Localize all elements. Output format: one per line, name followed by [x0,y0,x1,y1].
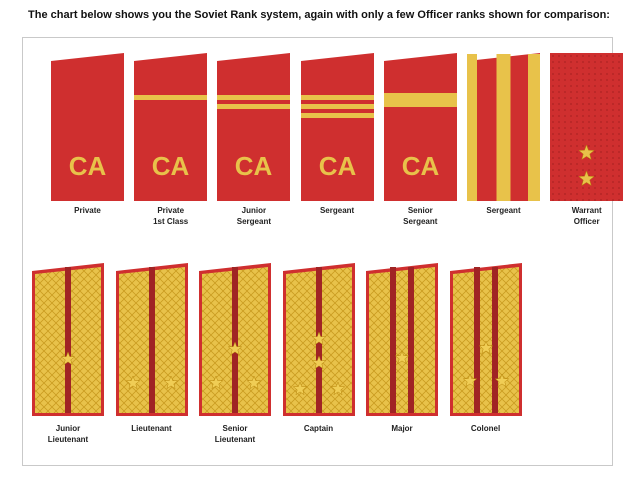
rank-stripe [217,104,291,109]
rank-star [578,144,595,161]
shoulder-board-senior-lieutenant [199,263,271,416]
rank-star [330,381,345,396]
rank-label: Lieutenant [110,423,194,434]
rank-star [394,350,410,365]
board-body [134,53,208,201]
rank-stripe [65,267,71,413]
badge-letters: CA [235,151,273,181]
board-body [383,53,457,201]
rank-star [246,375,262,390]
board-body [217,53,291,201]
rank-label-line2: Sergeant [236,217,271,226]
rank-star [311,331,326,346]
rank-label-line1: Junior [241,206,267,215]
badge-letters: CA [69,151,107,181]
rank-star [125,375,140,390]
board-body [369,267,435,413]
rank-label-line1: Warrant [571,206,602,215]
shoulder-board-private: CA [51,53,124,201]
rank-star [292,381,307,396]
board-body [51,53,124,201]
rank-label: Major [360,423,444,434]
shoulder-board-major [366,263,438,416]
shoulder-board-private: CA [134,53,208,201]
rank-label: Colonel [444,423,528,434]
rank-star [494,373,509,388]
rank-label-line1: Lieutenant [131,424,172,433]
rank-label: Captain [277,423,361,434]
rank-stripe [217,95,291,100]
rank-label: Senior Lieutenant [193,423,277,445]
shoulder-board-junior: CA [217,53,291,201]
rank-label-line1: Senior [222,424,248,433]
rank-label-line1: Senior [407,206,433,215]
rank-stripe-wide [383,93,457,107]
rank-stripe [232,267,238,413]
rank-label-line1: Sergeant [319,206,355,215]
badge-letters: CA [318,151,356,181]
shoulder-board-warrant [550,53,624,201]
rank-stripe [300,95,374,100]
chart-caption: The chart below shows you the Soviet Ran… [28,9,610,21]
rank-star [163,375,178,390]
shoulder-board-captain [282,263,355,416]
rank-label: Sergeant [295,205,380,216]
rank-label-line1: Colonel [470,424,501,433]
board-body [300,53,374,201]
rank-label: Junior Lieutenant [26,423,110,445]
rank-label-line1: Private [157,206,185,215]
rank-label: Private [45,205,130,216]
rank-label: Warrant Officer [544,205,629,227]
rank-star [578,170,595,187]
rank-star [208,375,224,390]
shoulder-board-sergeant [467,53,540,201]
rank-label-line1: Junior [55,424,81,433]
rank-stripe [148,267,155,413]
rank-stripe [390,267,396,413]
rank-star [311,355,326,370]
rank-label: Junior Sergeant [211,205,296,227]
rank-stripe [134,95,208,100]
board-body [452,267,519,413]
rank-label-line1: Private [74,206,101,215]
rank-stripe-long [467,54,477,201]
rank-label-line2: Lieutenant [47,435,89,444]
rank-stripe [300,113,374,118]
rank-label-line2: Officer [573,217,600,226]
rank-stripe [300,104,374,109]
rank-star [60,351,76,366]
badge-letters: CA [152,151,190,181]
shoulder-board-senior: CA [383,53,457,201]
rank-stripe-long [496,54,511,201]
rank-stripe [491,267,498,413]
rank-label: Private 1st Class [128,205,213,227]
rank-stripe-long [528,54,540,201]
badge-letters: CA [402,151,440,181]
shoulder-board-sergeant: CA [300,53,374,201]
shoulder-board-colonel [449,263,522,416]
rank-label-line1: Sergeant [486,206,521,215]
rank-label-line1: Captain [303,424,334,433]
rank-label-line2: Lieutenant [214,435,256,444]
shoulder-board-junior-lieutenant [32,263,104,416]
rank-label-line1: Major [391,424,413,433]
rank-star [478,340,493,355]
shoulder-board-lieutenant [115,263,188,416]
rank-label: Senior Sergeant [378,205,463,227]
rank-stripe [408,267,414,413]
rank-stripe [473,267,480,413]
rank-star [462,373,477,388]
rank-label-line2: Sergeant [403,217,438,226]
rank-label: Sergeant [461,205,546,216]
rank-star [227,341,243,356]
rank-label-line2: 1st Class [153,217,189,226]
